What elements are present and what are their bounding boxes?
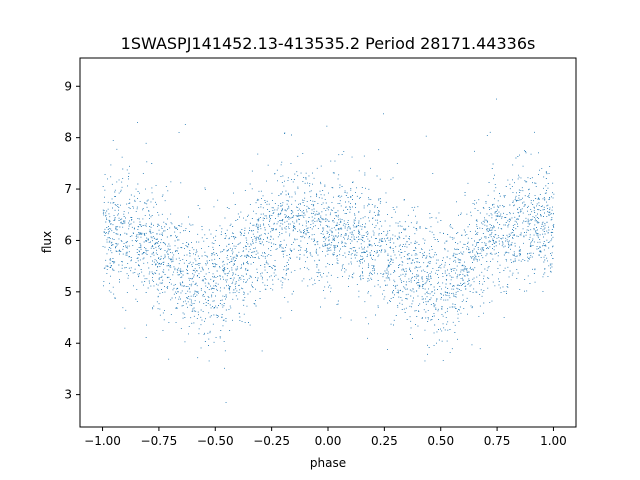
x-tick-label: 0.50: [427, 434, 454, 448]
x-tick-label: −0.75: [141, 434, 178, 448]
y-axis-label: flux: [40, 231, 54, 253]
x-tick-label: −0.50: [197, 434, 234, 448]
y-tick-label: 6: [64, 233, 72, 247]
chart-title: 1SWASPJ141452.13-413535.2 Period 28171.4…: [121, 34, 536, 53]
x-axis-label: phase: [310, 456, 346, 470]
x-tick-label: 0.25: [371, 434, 398, 448]
y-tick-label: 7: [64, 182, 72, 196]
x-axis-ticks: −1.00 −0.75 −0.50 −0.25 0.00 0.25 0.50 0.75 1.00: [84, 427, 567, 448]
plot-area-frame: [79, 57, 577, 428]
x-tick-label: −0.25: [253, 434, 290, 448]
x-tick-label: −1.00: [84, 434, 121, 448]
y-tick-label: 4: [64, 336, 72, 350]
y-tick-label: 5: [64, 285, 72, 299]
y-tick-label: 3: [64, 388, 72, 402]
scatter-series-points: [102, 98, 555, 403]
y-tick-label: 9: [64, 79, 72, 93]
data-points: [102, 98, 555, 403]
x-tick-label: 0.00: [315, 434, 342, 448]
x-tick-label: 0.75: [484, 434, 511, 448]
y-axis-ticks: 3 4 5 6 7 8 9: [64, 79, 80, 402]
x-tick-label: 1.00: [540, 434, 567, 448]
y-tick-label: 8: [64, 131, 72, 145]
